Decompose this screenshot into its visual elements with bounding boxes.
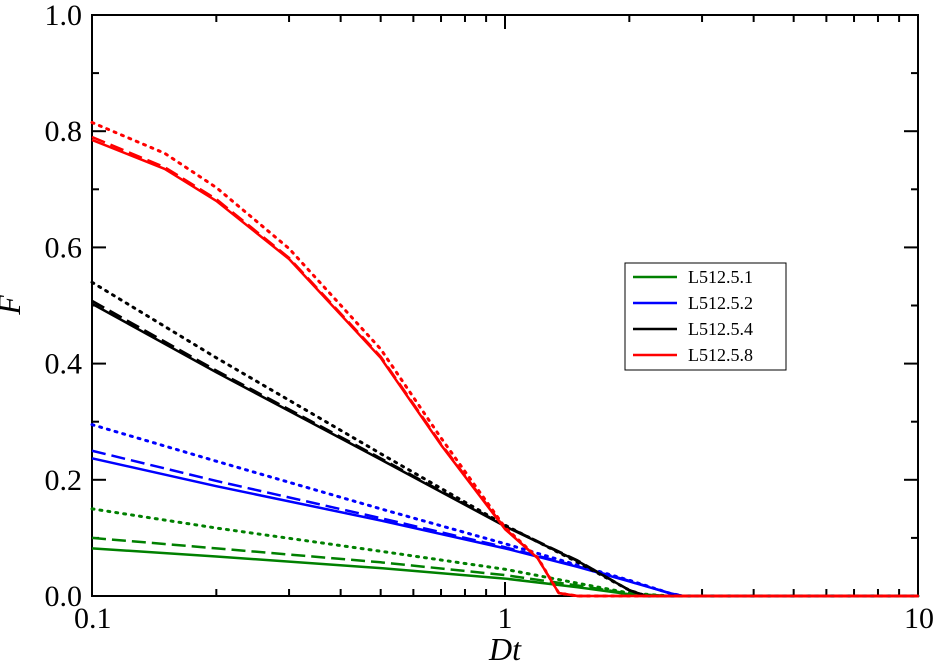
axis-tick-labels: 0.0 0.2 0.4 0.6 0.8 1.0 0.1 1 10 xyxy=(45,0,935,635)
y-tick-label: 0.8 xyxy=(45,115,83,148)
y-tick-label: 0.4 xyxy=(45,348,83,381)
y-tick-label: 1.0 xyxy=(45,0,83,32)
series-line-4-dashed xyxy=(91,449,918,598)
y-tick-label: 0.0 xyxy=(45,580,83,613)
y-tick-label: 0.2 xyxy=(45,464,83,497)
legend-label: L512.5.2 xyxy=(688,293,753,313)
x-tick-label: 1 xyxy=(498,602,513,635)
x-tick-label: 0.1 xyxy=(74,602,112,635)
y-tick-label: 0.6 xyxy=(45,231,83,264)
x-axis-title: Dt xyxy=(488,631,522,667)
series-line-l512-5-8 xyxy=(91,138,918,598)
series-layer xyxy=(90,120,920,598)
series-line-l512-5-4 xyxy=(91,302,918,598)
legend-label: L512.5.8 xyxy=(688,345,753,365)
x-tick-label: 10 xyxy=(904,602,934,635)
series-line-11-dotted xyxy=(90,120,920,598)
y-axis-title: F xyxy=(0,295,27,316)
series-line-7-dashed xyxy=(91,299,918,598)
legend-box xyxy=(624,262,787,371)
plot-frame xyxy=(91,14,919,597)
legend: L512.5.1 L512.5.2 L512.5.4 L512.5.8 xyxy=(624,262,787,371)
legend-label: L512.5.4 xyxy=(688,319,753,339)
legend-label: L512.5.1 xyxy=(688,267,753,287)
axis-ticks xyxy=(91,14,919,597)
